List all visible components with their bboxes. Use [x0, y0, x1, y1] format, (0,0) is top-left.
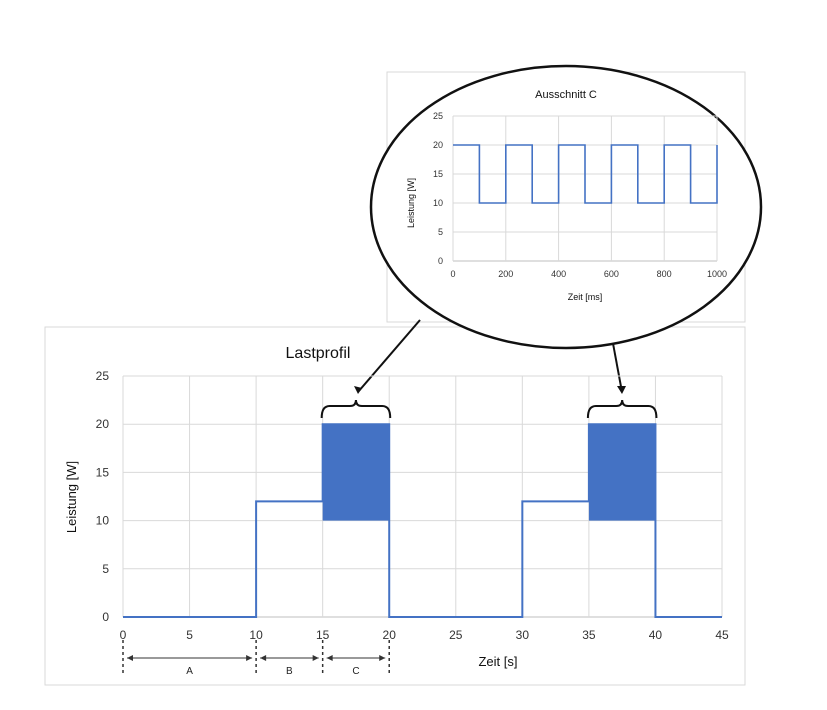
main-series	[123, 423, 722, 618]
main-shaded-region	[322, 424, 390, 521]
main-x-tick-label: 20	[383, 628, 397, 642]
main-curly-bracket	[320, 399, 392, 419]
main-x-tick-label: 30	[516, 628, 530, 642]
inset-y-tick-labels: 0 5 10 15 20 25	[433, 111, 443, 266]
main-chart: Lastprofil Leistung [W] Zeit [s] 0 5 10 15 2…	[64, 345, 729, 677]
main-curly-bracket	[586, 399, 658, 419]
main-shaded-regions	[322, 424, 656, 521]
inset-x-tick-label: 0	[450, 269, 455, 279]
main-x-tick-labels: 0 5 10 15 20 25 30 35 40 45	[120, 628, 729, 642]
inset-x-tick-label: 1000	[707, 269, 727, 279]
segment-arrowhead-left	[127, 655, 133, 661]
zoom-line-right	[611, 337, 623, 393]
segment-arrowhead-right	[379, 655, 386, 661]
inset-y-tick-label: 25	[433, 111, 443, 121]
segment-arrowhead-left	[326, 655, 333, 661]
segment-label: A	[186, 666, 193, 677]
main-x-tick-label: 40	[649, 628, 663, 642]
main-x-tick-label: 45	[715, 628, 729, 642]
inset-series	[453, 144, 718, 204]
main-y-tick-label: 0	[102, 610, 109, 624]
main-y-tick-labels: 0 5 10 15 20 25	[96, 369, 110, 624]
inset-series-line	[453, 144, 718, 204]
segment-arrowhead-right	[246, 655, 253, 661]
main-y-tick-label: 15	[96, 465, 110, 479]
zoom-arrowhead-right	[617, 386, 626, 394]
inset-y-tick-label: 10	[433, 198, 443, 208]
main-x-tick-label: 0	[120, 628, 127, 642]
main-x-tick-label: 35	[582, 628, 596, 642]
main-x-tick-label: 10	[249, 628, 263, 642]
main-y-tick-label: 25	[96, 369, 110, 383]
inset-chart-title: Ausschnitt C	[535, 89, 597, 101]
inset-y-tick-label: 0	[438, 256, 443, 266]
main-x-tick-label: 25	[449, 628, 463, 642]
main-y-tick-label: 20	[96, 417, 110, 431]
inset-y-tick-label: 15	[433, 169, 443, 179]
segment-arrowhead-left	[260, 655, 267, 661]
inset-x-tick-label: 400	[551, 269, 566, 279]
main-y-tick-label: 5	[102, 562, 109, 576]
main-segment-markers: A B C	[122, 640, 390, 677]
inset-x-axis-label: Zeit [ms]	[568, 292, 603, 302]
main-y-tick-label: 10	[96, 514, 110, 528]
inset-y-tick-label: 5	[438, 227, 443, 237]
inset-y-axis-label: Leistung [W]	[406, 178, 416, 228]
main-chart-title: Lastprofil	[286, 345, 351, 362]
main-x-tick-label: 15	[316, 628, 330, 642]
segment-arrowhead-right	[312, 655, 319, 661]
main-shaded-region	[588, 424, 656, 521]
segment-label: B	[286, 666, 293, 677]
magnifier-ellipse	[369, 64, 763, 350]
inset-x-tick-label: 200	[498, 269, 513, 279]
main-series-line	[123, 423, 722, 618]
inset-x-tick-label: 800	[657, 269, 672, 279]
main-x-axis-label: Zeit [s]	[478, 654, 517, 669]
segment-label: C	[352, 666, 359, 677]
inset-chart: Ausschnitt C Leistung [W] Zeit [ms] 0 200…	[406, 89, 727, 302]
main-y-axis-label: Leistung [W]	[64, 461, 79, 533]
inset-x-tick-labels: 0 200 400 600 800 1000	[450, 269, 727, 279]
zoom-line-left	[357, 319, 421, 393]
inset-y-tick-label: 20	[433, 140, 443, 150]
main-brackets	[320, 399, 658, 419]
inset-x-tick-label: 600	[604, 269, 619, 279]
main-x-tick-label: 5	[186, 628, 193, 642]
zoom-arrowhead-left	[354, 386, 362, 394]
